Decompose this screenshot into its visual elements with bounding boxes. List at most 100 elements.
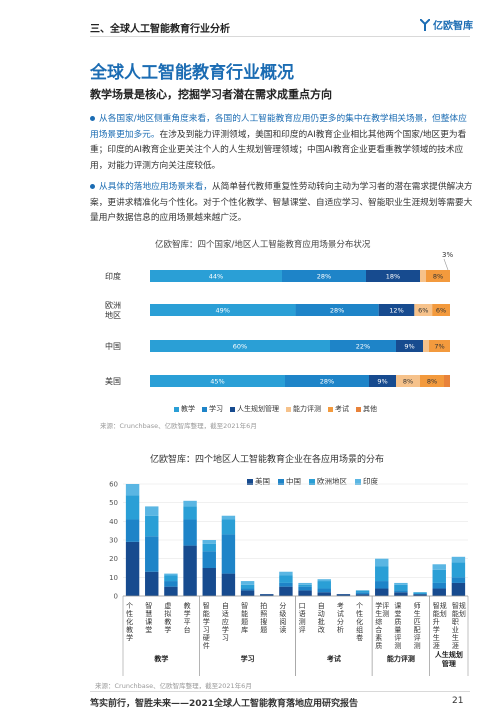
- legend-swatch: [174, 406, 179, 412]
- footer-divider: [90, 691, 470, 692]
- chart-2-y-tick: 40: [109, 518, 118, 526]
- chart-2-category-label: 智: [241, 601, 248, 610]
- bullet-dot-icon: [90, 116, 95, 121]
- chart-2-category-label: 业: [452, 625, 459, 634]
- chart-2-category-label: 教: [184, 601, 191, 610]
- chart-2-category-label: 台: [184, 625, 191, 634]
- chart-2-category-label: 能: [203, 609, 210, 618]
- legend-label: 中国: [286, 477, 301, 486]
- chart-2-group-label: 人生规划: [435, 650, 463, 659]
- legend-swatch: [247, 478, 253, 485]
- chart-2-category-label: 学: [433, 625, 440, 634]
- chart-2-category-label: 化: [126, 617, 133, 626]
- chart-2-bar-segment: [145, 506, 159, 516]
- chart-1-annotation-leader: [443, 258, 449, 271]
- chart-2-category-label: 划: [440, 609, 447, 618]
- bullet-1-text: 在涉及到能力评测领域，美国和印度的AI教育企业相比其他两个国家/地区更为看重；印…: [90, 129, 467, 171]
- chart-2-bar-segment: [183, 545, 197, 596]
- chart-1-source: 来源：Crunchbase、亿欧智库整理，截至2021年6月: [100, 422, 257, 430]
- chart-2-category-label: 卷: [356, 633, 363, 642]
- chart-2-bar-segment: [202, 543, 216, 552]
- chart-2-category-label: 规: [459, 601, 466, 610]
- chart-2-category-label: 试: [337, 609, 344, 618]
- chart-1-data-label: 6%: [436, 307, 446, 315]
- chart-2-category-label: 虚: [164, 601, 171, 610]
- chart-1-bar-segment: [420, 375, 444, 387]
- chart-2-category-label: 测: [414, 642, 421, 650]
- chart-1-bar-segment: [396, 375, 420, 387]
- legend-label: 印度: [363, 477, 378, 486]
- chart-1-data-label: 12%: [389, 307, 403, 315]
- chart-2-bar-segment: [221, 573, 236, 596]
- chart-2-category-label: 师: [414, 601, 421, 610]
- chart-2-y-tick: 10: [109, 574, 118, 582]
- chart-2-bar-segment: [221, 519, 236, 535]
- chart-2-category-label: 教: [164, 617, 171, 626]
- chart-2-category-label: 综: [375, 617, 382, 626]
- legend-label: 能力评测: [293, 405, 321, 413]
- chart-2-category-label: 批: [318, 617, 325, 626]
- chart-2-category-label: 生: [375, 609, 382, 618]
- chart-2-group-label: 考试: [327, 654, 341, 663]
- chart-2-title: 亿欧智库：四个地区人工智能教育企业在各应用场景的分布: [150, 455, 385, 465]
- chart-2-category-label: 智: [433, 601, 440, 610]
- chart-2-category-label: 涯: [452, 641, 459, 650]
- chart-2-bar-segment: [355, 592, 370, 595]
- chart-2-legend-item: 美国: [247, 476, 270, 487]
- chart-2-bar-segment: [240, 590, 255, 596]
- chart-2-category-label: 性: [356, 609, 363, 618]
- chart-1-data-label: 9%: [377, 378, 387, 386]
- chart-2-bar-segment: [432, 569, 446, 583]
- chart-2-category-label: 题: [260, 626, 267, 634]
- chart-2-category-label: 匹: [414, 618, 421, 626]
- chart-1-data-label: 28%: [320, 378, 334, 386]
- chart-1-category-label: 美国: [105, 376, 121, 386]
- chart-1-legend-item: 学习: [202, 404, 223, 414]
- chart-2-category-label: 测: [382, 610, 389, 618]
- chart-2-bar-segment: [240, 588, 255, 591]
- chart-2-bar-segment: [413, 594, 427, 596]
- chart-2-category-label: 划: [459, 609, 466, 618]
- chart-1-data-label: 6%: [418, 307, 428, 315]
- chart-2-bar-segment: [164, 575, 178, 582]
- chart-2-bar-segment: [394, 582, 408, 585]
- chart-1-bar-segment: [285, 375, 369, 387]
- chart-2-y-tick: 60: [109, 481, 118, 489]
- chart-1-bar-segment: [378, 304, 415, 316]
- chart-2-bar-segment: [355, 594, 370, 596]
- chart-1-bar-segment: [414, 304, 433, 316]
- legend-label: 人生规划管理: [237, 405, 279, 413]
- chart-2-bar-segment: [145, 536, 159, 572]
- chart-2-bar-segment: [451, 582, 466, 596]
- page-number: 21: [452, 696, 464, 706]
- legend-swatch: [286, 406, 291, 412]
- chart-2-bar-segment: [375, 566, 389, 582]
- chart-2-bar-segment: [279, 582, 293, 587]
- legend-swatch: [309, 478, 315, 485]
- chart-2-bar-segment: [279, 571, 293, 576]
- chart-1-data-label: 8%: [433, 273, 443, 281]
- chart-2-bar-segment: [432, 582, 446, 589]
- chart-1-bar-segment: [282, 270, 366, 282]
- chart-2-category-label: 照: [260, 610, 267, 618]
- chart-1-data-label: 22%: [356, 343, 370, 351]
- chart-2-category-label: 习: [222, 634, 229, 642]
- chart-2-category-label: 阅: [279, 618, 286, 626]
- chart-2-bar-segment: [240, 581, 255, 585]
- chart-1-data-label: 49%: [216, 307, 230, 315]
- chart-2-category-label: 配: [414, 626, 421, 634]
- chart-2-bar-segment: [394, 584, 408, 591]
- chart-2-category-label: 适: [222, 609, 229, 618]
- header-divider: [90, 36, 470, 37]
- chart-2-category-label: 堂: [145, 625, 152, 634]
- chart-2-bar-segment: [375, 588, 389, 596]
- logo-icon: [419, 17, 431, 31]
- logo: 亿欧智库: [419, 17, 473, 32]
- chart-2-category-label: 智: [203, 601, 210, 610]
- chart-2-group-label: 学习: [241, 654, 255, 663]
- chart-2-y-tick: 20: [109, 555, 118, 563]
- chart-2-bar-segment: [355, 590, 370, 593]
- chart-1-data-label: 8%: [427, 378, 437, 386]
- chart-2-category-label: 自: [318, 601, 325, 610]
- chart-2-bar-segment: [202, 540, 216, 544]
